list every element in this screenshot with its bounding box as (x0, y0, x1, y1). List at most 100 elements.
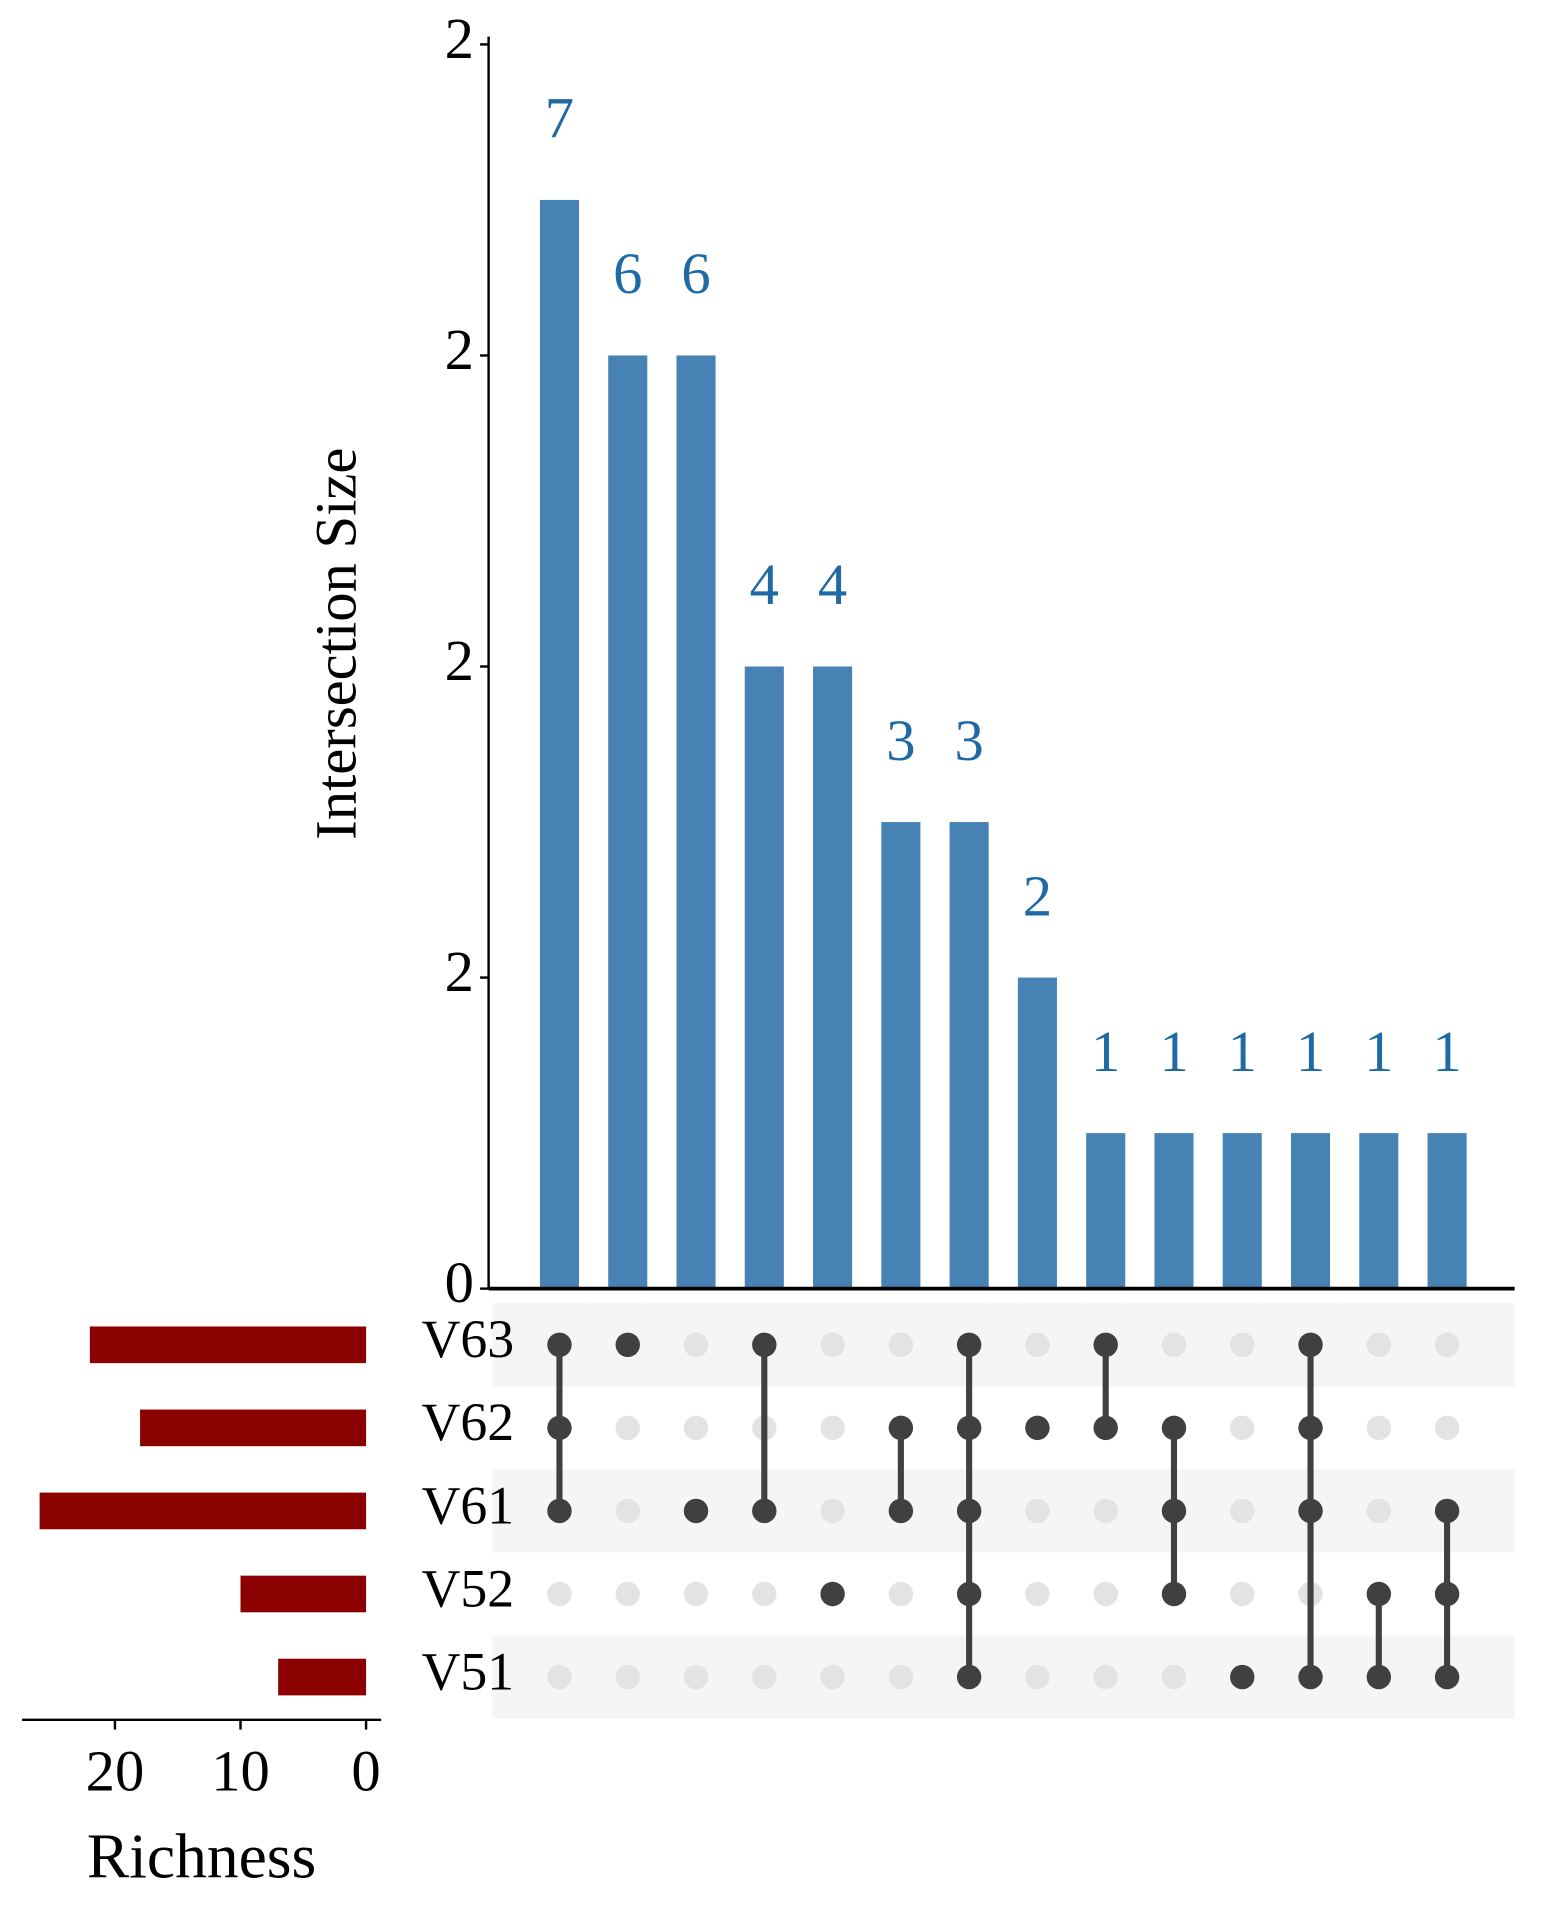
matrix-dot-inactive (1230, 1332, 1255, 1358)
matrix-dot-inactive (547, 1664, 572, 1690)
bar (1222, 1133, 1262, 1289)
y-tick-label: 2 (445, 6, 474, 71)
y-axis-title: Intersection Size (304, 448, 369, 840)
matrix-dot-inactive (1230, 1415, 1255, 1441)
matrix-dot-inactive (820, 1664, 845, 1690)
matrix-dot-inactive (683, 1664, 709, 1690)
matrix-dot-active (1298, 1332, 1323, 1358)
matrix-dot-active (1298, 1498, 1323, 1524)
matrix-dot-active (956, 1332, 982, 1358)
bar-value-label: 1 (1432, 1019, 1461, 1084)
matrix-dot-active (1161, 1415, 1187, 1441)
matrix-dot-active (1025, 1415, 1050, 1441)
matrix-dot-inactive (820, 1415, 845, 1441)
matrix-dot-inactive (1025, 1498, 1050, 1524)
matrix-dot-inactive (615, 1664, 640, 1690)
set-x-tick-label: 20 (86, 1739, 145, 1804)
matrix-dot-inactive (888, 1664, 914, 1690)
matrix-dot-inactive (1230, 1498, 1255, 1524)
set-size-bar (240, 1575, 367, 1613)
matrix-dot-inactive (1434, 1415, 1460, 1441)
bar-value-label: 1 (1159, 1019, 1188, 1084)
matrix-dot-inactive (1366, 1332, 1392, 1358)
matrix-dot-active (888, 1415, 914, 1441)
bar-value-label: 1 (1228, 1019, 1257, 1084)
bar (1359, 1133, 1399, 1289)
bar (1154, 1133, 1194, 1289)
matrix-dot-active (547, 1498, 572, 1524)
matrix-dot-inactive (888, 1332, 914, 1358)
matrix-dot-inactive (1161, 1332, 1187, 1358)
y-tick-label: 2 (445, 939, 474, 1004)
matrix-dot-active (888, 1498, 914, 1524)
bar (949, 822, 989, 1289)
matrix-dot-inactive (1093, 1498, 1118, 1524)
set-x-tick-label: 10 (211, 1739, 270, 1804)
matrix-stripe (492, 1303, 1515, 1387)
bar-value-label: 2 (1023, 863, 1052, 928)
set-label: V61 (422, 1475, 515, 1535)
matrix-dot-inactive (1025, 1332, 1050, 1358)
bar-value-label: 1 (1364, 1019, 1393, 1084)
matrix-dot-active (956, 1415, 982, 1441)
matrix-dot-inactive (888, 1581, 914, 1607)
bar (608, 355, 648, 1289)
matrix-stripe (492, 1469, 1515, 1553)
matrix-dot-inactive (1025, 1581, 1050, 1607)
matrix-dot-inactive (820, 1498, 845, 1524)
set-size-bar (39, 1492, 367, 1530)
set-size-bar (140, 1409, 367, 1447)
matrix-dot-inactive (1093, 1581, 1118, 1607)
matrix-dot-active (1161, 1498, 1187, 1524)
set-label: V52 (422, 1558, 515, 1618)
bar (1086, 1133, 1126, 1289)
matrix-dot-inactive (1366, 1415, 1392, 1441)
matrix-dot-active (1298, 1664, 1323, 1690)
bar (744, 666, 784, 1289)
matrix-dot-inactive (1093, 1664, 1118, 1690)
matrix-dot-inactive (683, 1581, 709, 1607)
y-tick-label: 2 (445, 317, 474, 382)
matrix-dot-inactive (1025, 1664, 1050, 1690)
matrix-dot-active (1366, 1664, 1392, 1690)
matrix-dot-active (615, 1332, 640, 1358)
matrix-dot-inactive (683, 1415, 709, 1441)
matrix-dot-active (820, 1581, 845, 1607)
bar (1290, 1133, 1331, 1289)
matrix-dot-active (683, 1498, 709, 1524)
bar-value-label: 1 (1296, 1019, 1325, 1084)
matrix-dot-active (1230, 1664, 1255, 1690)
matrix-dot-active (1298, 1415, 1323, 1441)
bar-value-label: 7 (545, 86, 574, 151)
matrix-dot-active (1434, 1664, 1460, 1690)
bar-value-label: 4 (818, 552, 847, 617)
bar-value-label: 3 (886, 708, 915, 773)
y-tick-label: 0 (445, 1250, 474, 1315)
matrix-dot-active (1093, 1332, 1118, 1358)
bar-value-label: 6 (613, 241, 642, 306)
bar (1427, 1133, 1467, 1289)
bar-value-label: 1 (1091, 1019, 1120, 1084)
set-size-bar (278, 1658, 367, 1696)
set-size-bar (89, 1326, 367, 1364)
matrix-dot-inactive (1434, 1332, 1460, 1358)
matrix-dot-active (956, 1664, 982, 1690)
bar (539, 199, 580, 1289)
set-label: V63 (422, 1309, 515, 1369)
matrix-dot-active (752, 1498, 777, 1524)
matrix-dot-active (1093, 1415, 1118, 1441)
bar (881, 822, 921, 1289)
matrix-dot-active (1434, 1581, 1460, 1607)
matrix-dot-inactive (752, 1581, 777, 1607)
matrix-dot-inactive (1161, 1664, 1187, 1690)
matrix-dot-inactive (547, 1581, 572, 1607)
bar-value-label: 6 (681, 241, 710, 306)
matrix-dot-active (752, 1332, 777, 1358)
bar-value-label: 3 (954, 708, 983, 773)
matrix-dot-inactive (615, 1415, 640, 1441)
set-label: V51 (422, 1641, 515, 1701)
matrix-dot-inactive (820, 1332, 845, 1358)
matrix-dot-active (956, 1581, 982, 1607)
matrix-dot-inactive (752, 1664, 777, 1690)
